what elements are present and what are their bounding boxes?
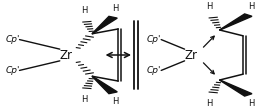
- Text: H: H: [248, 99, 254, 108]
- Text: H: H: [206, 2, 212, 11]
- Text: Zr: Zr: [60, 49, 73, 61]
- Text: H: H: [81, 95, 88, 104]
- Text: Cp': Cp': [147, 35, 161, 44]
- Polygon shape: [92, 76, 117, 94]
- Polygon shape: [219, 14, 252, 30]
- Text: Cp': Cp': [5, 66, 20, 75]
- Text: H: H: [81, 6, 88, 15]
- Text: H: H: [112, 97, 118, 106]
- Text: H: H: [206, 99, 212, 108]
- Text: H: H: [248, 2, 254, 11]
- Polygon shape: [219, 80, 252, 96]
- Text: H: H: [112, 4, 118, 13]
- Text: Cp': Cp': [5, 35, 20, 44]
- Text: Cp': Cp': [147, 66, 161, 75]
- Polygon shape: [92, 16, 117, 34]
- Text: Zr: Zr: [185, 49, 198, 61]
